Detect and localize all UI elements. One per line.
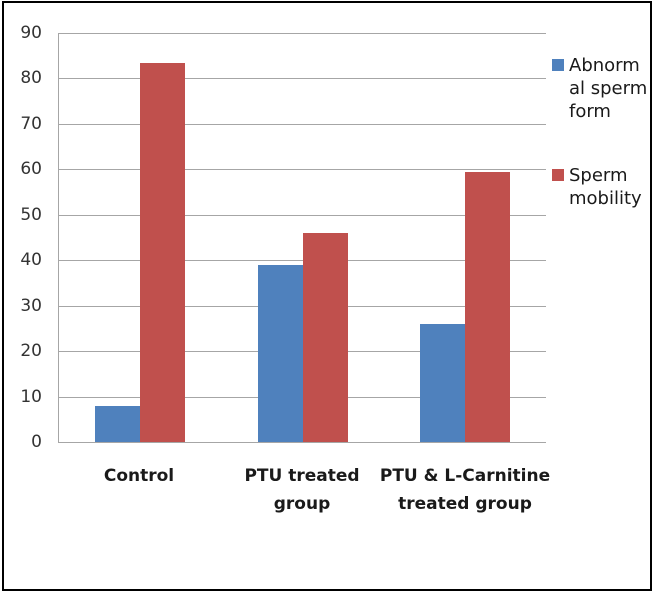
gridline-40	[58, 260, 546, 261]
legend-label-abnormal-sperm-form: Abnorm al sperm form	[569, 54, 647, 123]
bar-abnormal-sperm-form-ptu-treated-group	[258, 265, 303, 442]
legend-label-line: Sperm	[569, 165, 628, 186]
y-tick-label-0: 0	[31, 432, 42, 452]
gridline-50	[58, 215, 546, 216]
legend-label-line: Abnorm	[569, 55, 640, 76]
y-tick-label-70: 70	[20, 114, 42, 134]
legend-label-line: mobility	[569, 188, 642, 209]
y-tick-label-10: 10	[20, 387, 42, 407]
x-category-label-control: Control	[39, 462, 239, 490]
figure-frame	[2, 1, 652, 591]
y-tick-label-30: 30	[20, 296, 42, 316]
x-category-label-ptu-l-carnitine-treated-group: PTU & L-Carnitine treated group	[365, 462, 565, 518]
legend-label-line: al sperm	[569, 78, 648, 99]
y-axis-line	[58, 33, 59, 443]
legend-swatch-icon	[552, 169, 564, 181]
legend-label-sperm-mobility: Sperm mobility	[569, 164, 642, 210]
y-tick-label-20: 20	[20, 341, 42, 361]
legend-item-abnormal-sperm-form: Abnorm al sperm form	[552, 54, 647, 123]
gridline-70	[58, 124, 546, 125]
y-tick-label-60: 60	[20, 159, 42, 179]
y-tick-label-90: 90	[20, 23, 42, 43]
x-category-label-ptu-treated-group: PTU treated group	[202, 462, 402, 518]
bar-sperm-mobility-control	[140, 63, 185, 442]
gridline-60	[58, 169, 546, 170]
legend-item-sperm-mobility: Sperm mobility	[552, 164, 642, 210]
bar-sperm-mobility-ptu-treated-group	[303, 233, 348, 442]
legend-label-line: form	[569, 101, 611, 122]
x-category-label-line: treated group	[398, 494, 532, 514]
y-tick-label-40: 40	[20, 250, 42, 270]
gridline-90	[58, 33, 546, 34]
gridline-0	[58, 442, 546, 443]
y-tick-label-80: 80	[20, 68, 42, 88]
x-category-label-line: PTU treated	[244, 466, 360, 486]
bar-abnormal-sperm-form-ptu-l-carnitine-treated-group	[420, 324, 465, 442]
x-category-label-line: PTU & L-Carnitine	[379, 466, 551, 486]
gridline-80	[58, 78, 546, 79]
bar-sperm-mobility-ptu-l-carnitine-treated-group	[465, 172, 510, 442]
y-tick-label-50: 50	[20, 205, 42, 225]
x-category-label-line: group	[273, 494, 331, 514]
legend-swatch-icon	[552, 59, 564, 71]
bar-abnormal-sperm-form-control	[95, 406, 140, 442]
x-category-label-line: Control	[103, 466, 175, 486]
